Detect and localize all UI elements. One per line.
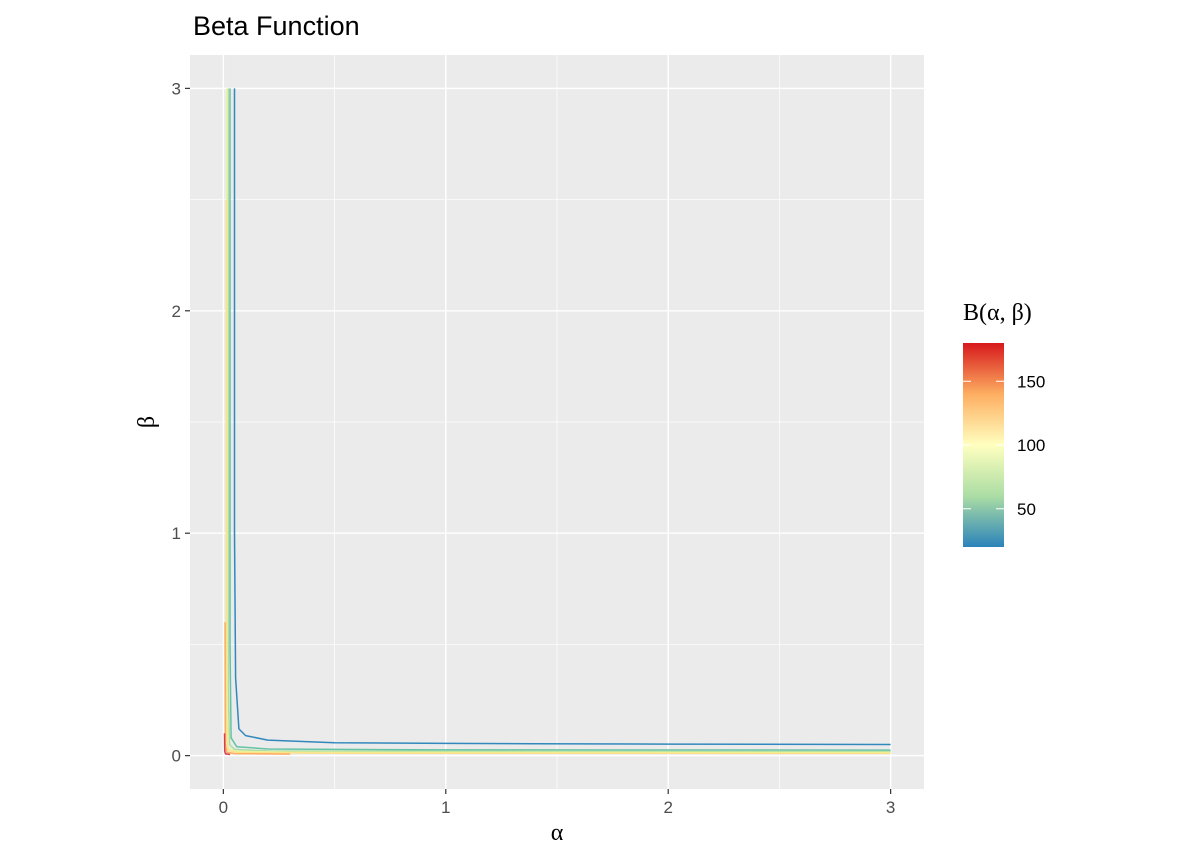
y-tick-label: 3 [172, 79, 181, 98]
y-axis-title: β [134, 416, 160, 428]
x-tick-label: 3 [886, 798, 895, 817]
x-axis-title: α [551, 820, 564, 846]
y-tick-label: 2 [172, 302, 181, 321]
legend: Β(α, β) 150 100 50 [963, 300, 1045, 547]
x-tick-label: 2 [663, 798, 672, 817]
x-axis-ticks: 0 1 2 3 [219, 789, 895, 817]
contour-line-80 [226, 88, 891, 754]
contour-line-140 [224, 622, 291, 755]
contour-line-60 [227, 88, 891, 753]
legend-tick-label: 150 [1017, 372, 1045, 391]
chart-title: Beta Function [193, 11, 360, 41]
y-tick-label: 1 [172, 524, 181, 543]
legend-tick-label: 50 [1017, 500, 1036, 519]
contour-lines [223, 88, 891, 756]
legend-title: Β(α, β) [963, 300, 1032, 326]
contour-line-170 [223, 733, 231, 756]
minor-gridlines [190, 55, 924, 789]
legend-ticks: 150 100 50 [963, 372, 1045, 519]
y-tick-label: 0 [172, 747, 181, 766]
contour-line-40 [229, 88, 891, 751]
contour-line-100 [225, 199, 891, 755]
x-tick-label: 1 [441, 798, 450, 817]
x-tick-label: 0 [219, 798, 228, 817]
contour-line-20 [233, 88, 891, 746]
y-axis-ticks: 0 1 2 3 [172, 79, 190, 766]
major-gridlines [190, 55, 924, 789]
legend-tick-label: 100 [1017, 436, 1045, 455]
